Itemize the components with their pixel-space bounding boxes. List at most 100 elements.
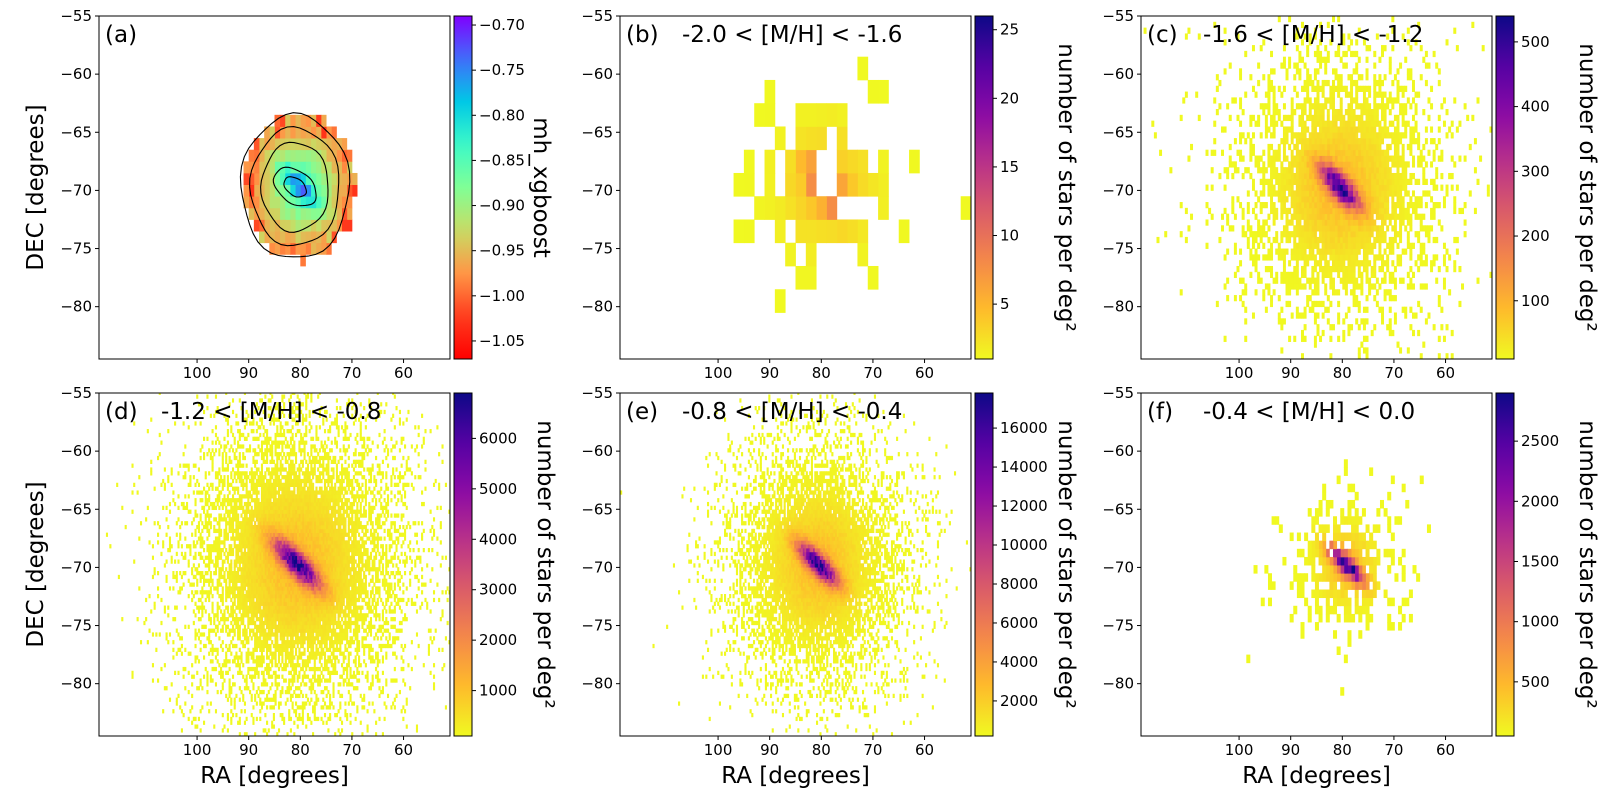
heatmap-cell [330,620,333,626]
heatmap-cell [1298,56,1302,63]
heatmap-cell [431,536,434,541]
heatmap-cell [322,509,325,514]
heatmap-cell [1275,248,1279,255]
heatmap-cell [339,406,342,411]
heatmap-cell [1355,97,1359,104]
heatmap-cell [1285,172,1289,180]
heatmap-cell [359,509,362,514]
heatmap-cell [313,517,316,522]
heatmap-cell [274,114,281,127]
heatmap-cell [386,582,390,587]
heatmap-cell [351,184,358,197]
heatmap-cell [349,609,352,614]
heatmap-cell [347,555,350,560]
heatmap-cell [339,628,342,633]
heatmap-cell [330,605,333,610]
heatmap-cell [1293,283,1297,290]
heatmap-cell [322,628,325,633]
heatmap-cell [381,571,384,576]
heatmap-cell [320,478,323,484]
heatmap-cell [754,196,765,220]
panel-title: -2.0 < [M/H] < -1.6 [682,22,902,48]
heatmap-cell [1393,207,1397,215]
heatmap-cell [344,578,347,583]
heatmap-cell [1262,295,1266,302]
heatmap-cell [334,628,337,633]
heatmap-cell [1381,254,1384,261]
heatmap-cell [404,532,407,537]
heatmap-cell [1293,109,1297,116]
heatmap-cell [347,701,350,706]
heatmap-cell [1386,324,1390,331]
heatmap-cell [359,429,362,434]
heatmap-cell [325,505,328,511]
heatmap-cell [1326,202,1330,209]
heatmap-cell [289,184,296,197]
heatmap-cell [1486,190,1490,197]
heatmap-cell [313,536,316,541]
heatmap-cell [354,594,357,599]
heatmap-cell [1386,143,1390,151]
heatmap-cell [325,597,328,603]
heatmap-cell [1437,265,1441,273]
heatmap-cell [359,555,362,560]
heatmap-cell [295,242,301,255]
heatmap-cell [369,532,373,537]
heatmap-cell [1329,271,1333,279]
heatmap-cell [315,455,318,461]
heatmap-cell [1285,126,1289,133]
heatmap-cell [1368,248,1372,255]
heatmap-cell [315,666,318,672]
heatmap-cell [366,624,369,629]
heatmap-cell [358,452,361,457]
heatmap-cell [317,697,320,702]
heatmap-cell [1383,196,1387,203]
heatmap-cell [376,674,379,679]
heatmap-cell [1427,62,1431,69]
heatmap-cell [369,513,373,518]
heatmap-cell [1254,236,1258,244]
heatmap-cell [361,494,364,499]
heatmap-cell [340,425,344,430]
heatmap-cell [1298,190,1302,197]
heatmap-cell [336,196,342,209]
heatmap-cell [315,647,318,652]
heatmap-cell [1401,213,1405,220]
heatmap-cell [1352,138,1356,145]
heatmap-cell [1417,155,1421,162]
heatmap-cell [337,609,340,614]
heatmap-cell [1319,138,1323,145]
heatmap-cell [1352,109,1356,116]
heatmap-cell [385,571,388,576]
heatmap-cell [1313,265,1317,273]
heatmap-cell [441,613,444,618]
heatmap-cell [1295,312,1299,319]
heatmap-cell [385,505,388,511]
heatmap-cell [1489,126,1492,133]
heatmap-cell [1264,219,1268,226]
heatmap-cell [383,528,386,534]
heatmap-cell [1277,184,1281,191]
heatmap-cell [371,590,374,595]
heatmap-cell [317,571,320,576]
heatmap-cell [1275,167,1279,174]
heatmap-cell [1303,260,1307,267]
heatmap-cell [313,597,316,603]
heatmap-cell [327,628,330,633]
heatmap-cell [378,613,381,618]
heatmap-cell [329,429,332,434]
heatmap-cell [1442,335,1446,342]
heatmap-cell [1350,103,1354,110]
heatmap-cell [438,486,441,491]
heatmap-cell [364,643,367,649]
heatmap-cell [356,632,359,637]
heatmap-cell [1331,190,1335,197]
heatmap-cell [1355,172,1359,180]
heatmap-cell [1337,16,1341,23]
heatmap-cell [1352,178,1356,185]
heatmap-cell [375,574,378,580]
heatmap-cell [327,467,330,472]
heatmap-cell [1339,184,1343,191]
heatmap-cell [1357,265,1361,273]
heatmap-cell [329,647,332,652]
